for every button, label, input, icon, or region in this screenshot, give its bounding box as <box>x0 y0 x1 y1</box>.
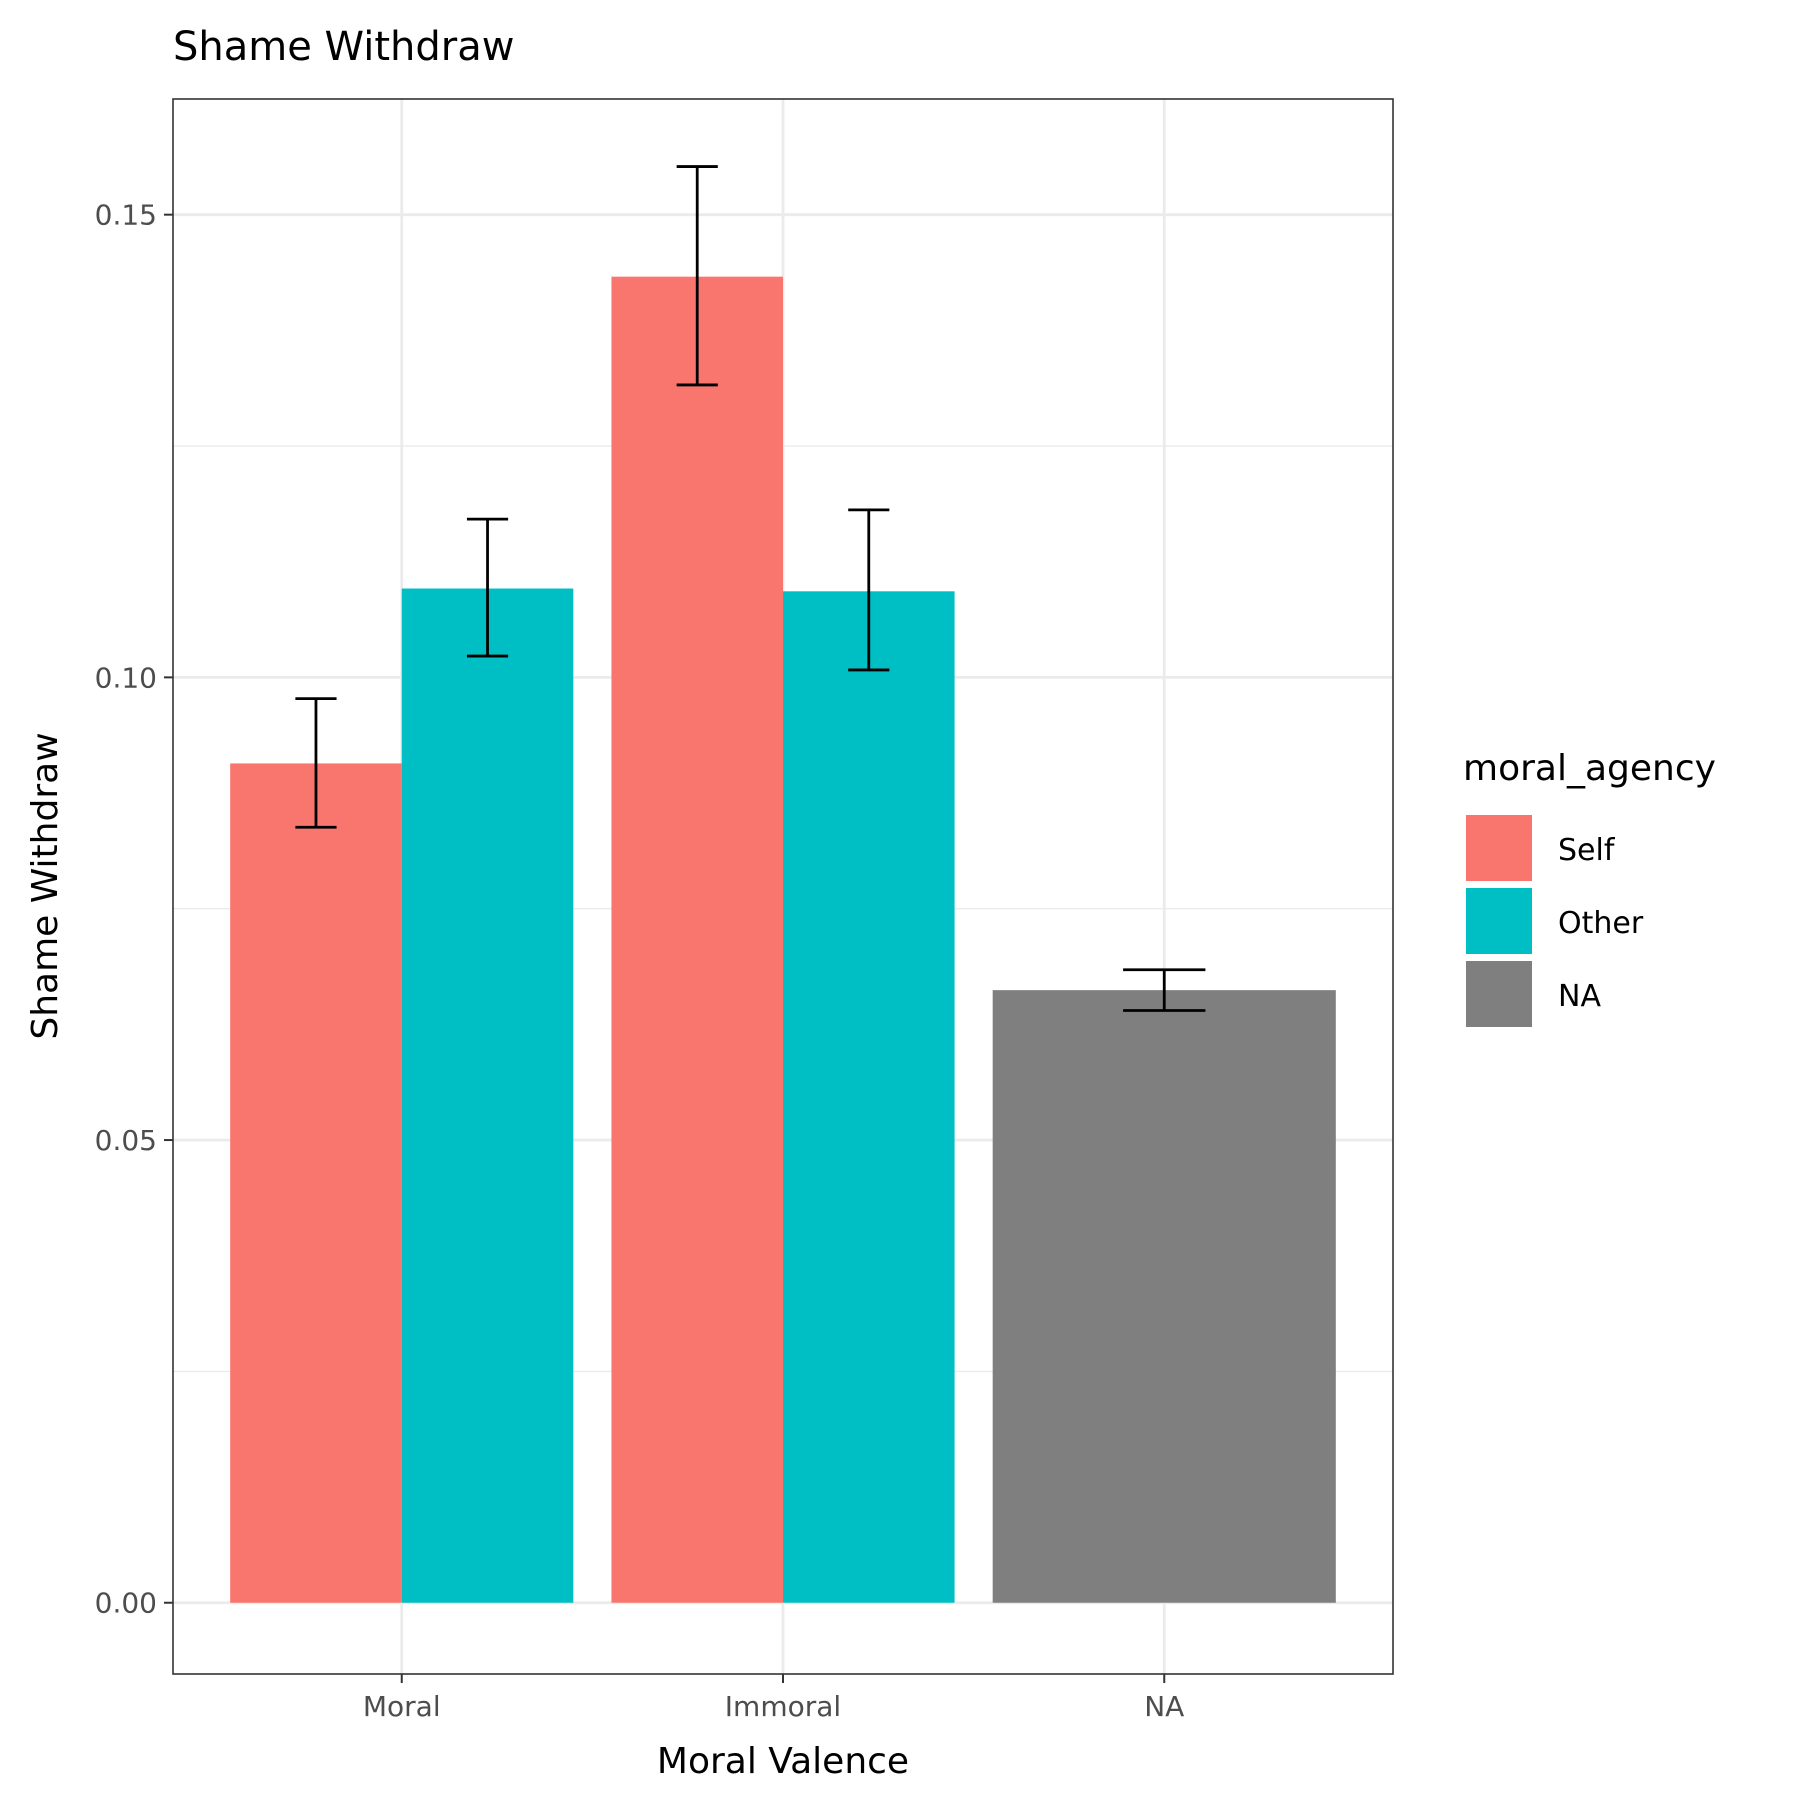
x-axis-title: Moral Valence <box>657 1741 909 1782</box>
bars <box>230 276 1336 1603</box>
y-axis: 0.00 0.05 0.10 0.15 <box>95 199 173 1620</box>
x-tick-label: Immoral <box>725 1690 841 1723</box>
error-bar-other-immoral <box>848 508 890 672</box>
bar-self-immoral <box>611 276 783 1603</box>
legend-label-self: Self <box>1558 833 1616 868</box>
legend-key-other <box>1466 888 1532 954</box>
bar-na-na <box>992 990 1336 1603</box>
x-tick-label: NA <box>1144 1690 1184 1723</box>
x-tick-label: Moral <box>363 1690 441 1723</box>
error-bar-self-moral <box>295 697 337 829</box>
legend: moral_agency Self Other NA <box>1463 748 1716 1027</box>
bar-self-moral <box>230 763 402 1603</box>
legend-title: moral_agency <box>1463 748 1716 789</box>
y-tick-label: 0.05 <box>95 1124 157 1157</box>
legend-key-na <box>1466 961 1532 1027</box>
y-axis-title: Shame Withdraw <box>25 732 66 1039</box>
bar-other-immoral <box>783 591 955 1603</box>
error-bars <box>295 165 1206 1012</box>
bar-other-moral <box>401 588 574 1603</box>
legend-label-na: NA <box>1558 979 1601 1014</box>
error-bar-self-immoral <box>676 165 718 387</box>
error-bar-na-na <box>1123 968 1206 1012</box>
chart-title: Shame Withdraw <box>173 24 514 70</box>
y-tick-label: 0.15 <box>95 199 157 232</box>
error-bar-other-moral <box>466 517 509 658</box>
legend-key-self <box>1466 815 1532 881</box>
x-axis: Moral Immoral NA <box>363 1674 1184 1723</box>
y-tick-label: 0.00 <box>95 1587 157 1620</box>
y-tick-label: 0.10 <box>95 661 157 694</box>
legend-label-other: Other <box>1558 906 1644 941</box>
